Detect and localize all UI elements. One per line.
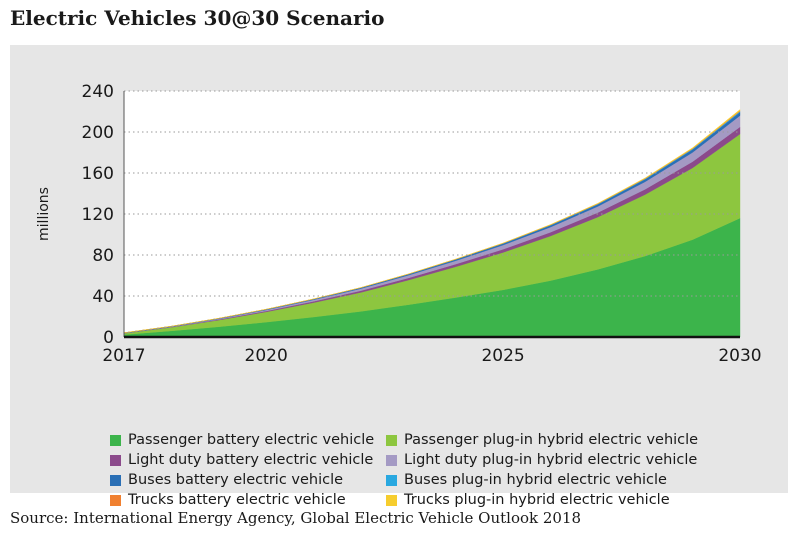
y-axis-label: millions — [36, 187, 52, 241]
y-tick-label: 160 — [82, 164, 114, 184]
legend-label: Passenger plug-in hybrid electric vehicl… — [404, 432, 699, 448]
x-tick-label: 2025 — [481, 346, 524, 366]
y-tick-label: 40 — [92, 287, 114, 307]
legend-item: Light duty battery electric vehicle — [110, 452, 373, 468]
y-tick-label: 80 — [92, 246, 114, 266]
chart-panel: 0 40 80 120 160 200 240 2017 2020 2025 2030 million… — [10, 45, 788, 508]
legend-swatch — [110, 434, 121, 446]
y-tick-label: 0 — [103, 328, 114, 348]
legend-label: Trucks plug-in hybrid electric vehicle — [404, 492, 670, 508]
legend-label: Light duty plug-in hybrid electric vehic… — [404, 452, 698, 468]
legend-item: Trucks plug-in hybrid electric vehicle — [386, 492, 670, 508]
area-chart: 0 40 80 120 160 200 240 2017 2020 2025 2030 million… — [36, 82, 762, 366]
legend-label: Light duty battery electric vehicle — [128, 452, 374, 468]
legend-label: Buses plug-in hybrid electric vehicle — [404, 472, 667, 488]
area-series-8 — [123, 109, 741, 333]
legend-label: Buses battery electric vehicle — [128, 472, 344, 488]
legend-item: Trucks battery electric vehicle — [110, 492, 346, 508]
legend-swatch — [386, 454, 397, 466]
y-tick-label: 120 — [82, 205, 114, 225]
y-tick-label: 240 — [82, 82, 114, 102]
legend-item: Passenger battery electric vehicle — [110, 432, 374, 448]
legend-swatch — [110, 494, 121, 506]
x-tick-label: 2017 — [102, 346, 145, 366]
legend-swatch — [386, 494, 397, 506]
legend-swatch — [110, 454, 121, 466]
legend-swatch — [110, 474, 121, 486]
legend-item: Buses battery electric vehicle — [110, 472, 343, 488]
y-tick-label: 200 — [82, 123, 114, 143]
chart-title: Electric Vehicles 30@30 Scenario — [10, 6, 385, 30]
legend-label: Passenger battery electric vehicle — [128, 432, 375, 448]
legend-item: Passenger plug-in hybrid electric vehicl… — [386, 432, 698, 448]
legend-item: Light duty plug-in hybrid electric vehic… — [386, 452, 697, 468]
source-note: Source: International Energy Agency, Glo… — [10, 509, 582, 527]
legend-item: Buses plug-in hybrid electric vehicle — [386, 472, 667, 488]
legend-swatch — [386, 474, 397, 486]
legend-label: Trucks battery electric vehicle — [128, 492, 346, 508]
x-tick-label: 2030 — [718, 346, 761, 366]
legend-swatch — [386, 434, 397, 446]
x-tick-label: 2020 — [245, 346, 288, 366]
